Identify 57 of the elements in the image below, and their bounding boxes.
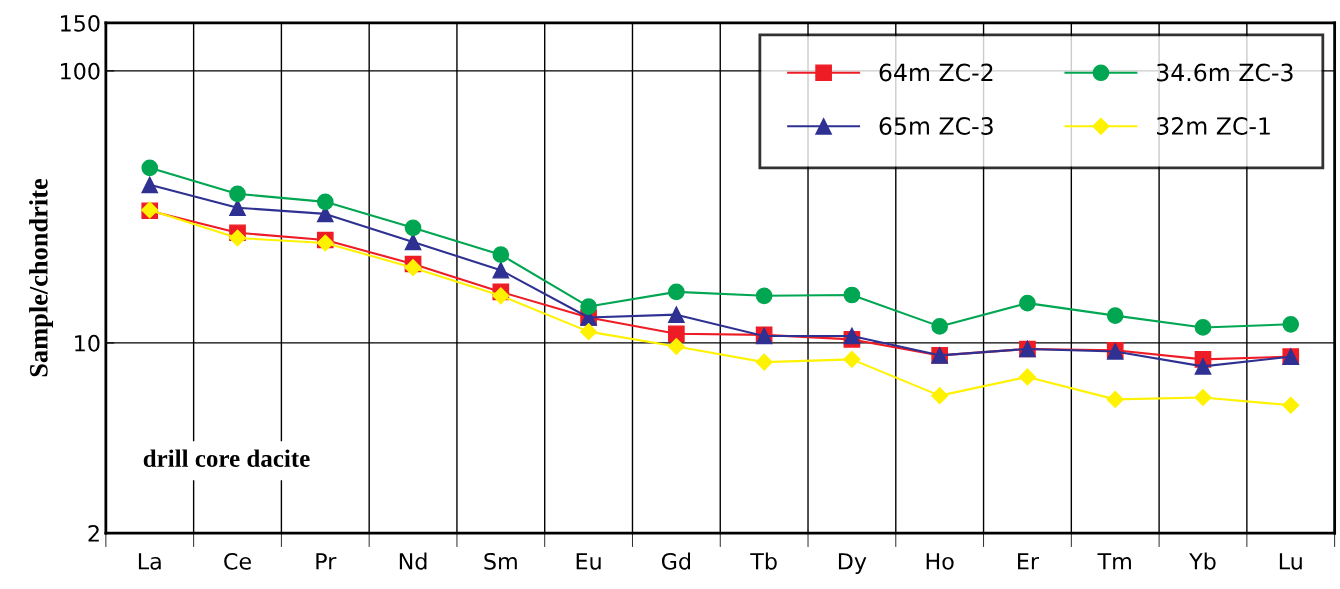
x-tick-label: Ho — [926, 553, 954, 570]
point — [931, 387, 949, 405]
x-tick-label: Dy — [838, 553, 867, 574]
point — [580, 298, 597, 315]
point — [668, 283, 685, 301]
y-axis-title: Sample/chondrite — [29, 179, 54, 377]
point — [492, 287, 510, 305]
point — [580, 323, 598, 341]
legend-label: 64m ZC-2 — [879, 63, 993, 82]
point — [492, 261, 510, 279]
point — [1194, 388, 1212, 407]
point — [404, 259, 422, 277]
x-tick-label: Yb — [1189, 552, 1216, 570]
x-tick-label: Ce — [224, 552, 251, 570]
point — [667, 337, 685, 356]
point — [755, 353, 773, 371]
y-tick-label: 10 — [75, 334, 100, 352]
point — [141, 176, 159, 194]
point — [843, 350, 861, 368]
point — [668, 325, 685, 343]
point — [316, 193, 334, 211]
point — [492, 246, 510, 264]
point — [228, 229, 247, 247]
point — [1106, 390, 1124, 408]
y-tick-label: 2 — [88, 524, 99, 542]
point — [843, 327, 861, 345]
point — [404, 219, 422, 237]
x-tick-label: Tb — [750, 552, 777, 570]
point — [1106, 307, 1124, 324]
legend-label: 65m ZC-3 — [879, 117, 993, 135]
point — [141, 159, 159, 177]
point — [755, 287, 773, 305]
x-tick-label: Pr — [316, 553, 337, 570]
point — [1019, 294, 1036, 312]
point — [1282, 396, 1300, 414]
legend-label: 32m ZC-1 — [1157, 117, 1270, 135]
point — [1282, 316, 1300, 333]
point — [1194, 319, 1212, 336]
point — [931, 318, 949, 335]
point — [1018, 368, 1036, 386]
x-tick-label: Er — [1018, 553, 1040, 570]
x-tick-label: Lu — [1279, 553, 1302, 570]
annotation: drill core dacite — [143, 449, 310, 467]
x-tick-label: Gd — [661, 552, 691, 570]
point — [404, 233, 422, 251]
x-tick-label: Nd — [399, 552, 427, 570]
x-tick-label: Tm — [1097, 553, 1131, 570]
y-tick-label: 100 — [61, 62, 100, 80]
point — [1194, 358, 1212, 375]
y-tick-label: 150 — [61, 14, 100, 32]
x-tick-label: Sm — [484, 552, 517, 570]
legend-label: 34.6m ZC-3 — [1157, 63, 1293, 82]
x-tick-label: La — [138, 553, 161, 570]
point — [229, 185, 246, 203]
point — [843, 286, 861, 304]
point — [668, 306, 685, 324]
x-tick-label: Eu — [576, 553, 601, 570]
